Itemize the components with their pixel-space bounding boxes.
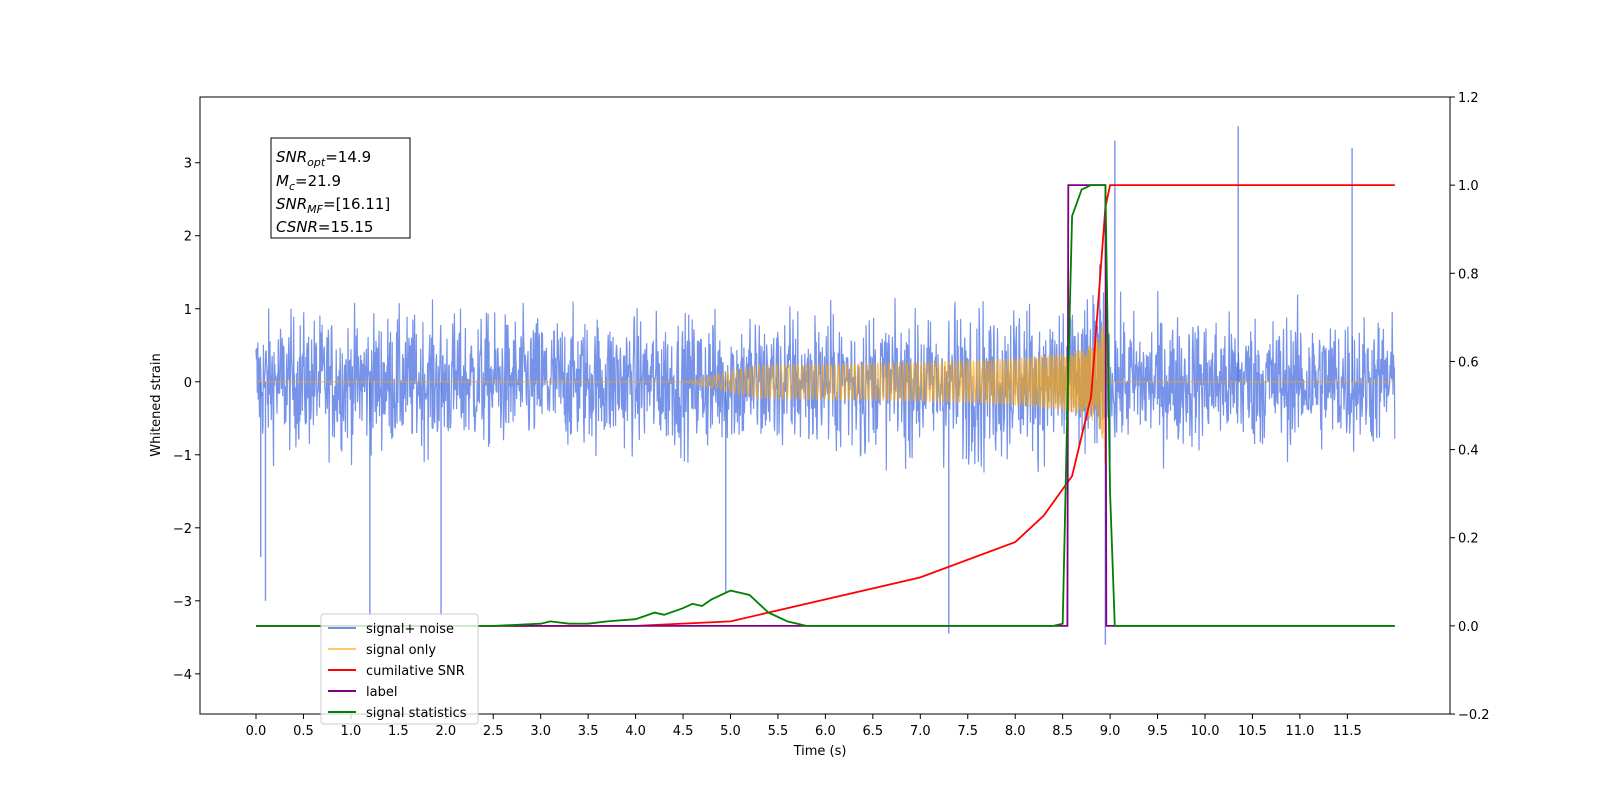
y-right-tick-label: 0.0 — [1458, 620, 1479, 635]
y-tick-label: 0 — [184, 376, 192, 391]
x-tick-label: 8.5 — [1052, 724, 1073, 739]
x-tick-label: 10.0 — [1191, 724, 1220, 739]
x-axis: 0.0 0.5 1.0 1.5 2.0 2.5 3.0 3.5 4.0 4.5 5.0 5.5 6.0 6… — [246, 714, 1362, 739]
x-tick-label: 2.5 — [483, 724, 504, 739]
x-tick-label: 4.5 — [673, 724, 694, 739]
legend-entry: cumilative SNR — [366, 664, 465, 679]
annotation-box: SNRopt=14.9 Mc=21.9 SNRMF=[16.11] CSNR=1… — [270, 137, 411, 239]
annotation-line-snr-mf: SNRMF=[16.11] — [276, 195, 390, 216]
annotation-line-mc: Mc=21.9 — [276, 172, 341, 193]
y-right-tick-label: 1.0 — [1458, 179, 1479, 194]
x-tick-label: 8.0 — [1005, 724, 1026, 739]
legend-entry: label — [366, 685, 397, 700]
y-axis-label: Whitened strain — [149, 353, 164, 456]
y-tick-label: −3 — [173, 595, 192, 610]
x-tick-label: 5.5 — [768, 724, 789, 739]
y-right-tick-label: 0.2 — [1458, 532, 1479, 547]
legend-entry: signal statistics — [366, 706, 467, 721]
legend: signal+ noise signal only cumilative SNR la… — [320, 613, 479, 725]
x-tick-label: 0.0 — [246, 724, 267, 739]
x-tick-label: 11.0 — [1285, 724, 1314, 739]
y-right-tick-label: 0.4 — [1458, 444, 1479, 459]
annotation-line-snr-opt: SNRopt=14.9 — [276, 148, 371, 169]
x-tick-label: 9.5 — [1147, 724, 1168, 739]
y-right-tick-label: 0.8 — [1458, 267, 1479, 282]
y-right-tick-label: 1.2 — [1458, 91, 1479, 106]
series-signal-statistics — [256, 184, 1395, 627]
x-tick-label: 3.5 — [578, 724, 599, 739]
y-right-tick-label: −0.2 — [1458, 708, 1490, 723]
x-tick-label: 1.0 — [341, 724, 362, 739]
y-axis-left: 3 2 1 0 −1 −2 −3 −4 — [173, 157, 200, 683]
x-tick-label: 6.0 — [815, 724, 836, 739]
x-axis-label: Time (s) — [793, 744, 847, 759]
x-tick-label: 7.5 — [957, 724, 978, 739]
annotation-line-csnr: CSNR=15.15 — [276, 218, 373, 236]
y-tick-label: 1 — [184, 303, 192, 318]
y-axis-right: 1.2 1.0 0.8 0.6 0.4 0.2 0.0 −0.2 — [1450, 91, 1490, 723]
signal-statistics-line — [256, 184, 1395, 627]
y-tick-label: −1 — [173, 449, 192, 464]
y-tick-label: 3 — [184, 157, 192, 172]
x-tick-label: 9.0 — [1100, 724, 1121, 739]
x-tick-label: 7.0 — [910, 724, 931, 739]
x-tick-label: 10.5 — [1238, 724, 1267, 739]
x-tick-label: 1.5 — [388, 724, 409, 739]
legend-entry: signal only — [366, 643, 436, 658]
x-tick-label: 5.0 — [720, 724, 741, 739]
y-tick-label: 2 — [184, 230, 192, 245]
x-tick-label: 2.0 — [435, 724, 456, 739]
x-tick-label: 4.0 — [625, 724, 646, 739]
y-tick-label: −4 — [173, 668, 192, 683]
y-tick-label: −2 — [173, 522, 192, 537]
legend-entry: signal+ noise — [366, 622, 454, 637]
x-tick-label: 0.5 — [293, 724, 314, 739]
x-tick-label: 3.0 — [530, 724, 551, 739]
x-tick-label: 11.5 — [1333, 724, 1362, 739]
signal-only-line — [256, 287, 1395, 465]
y-right-tick-label: 0.6 — [1458, 355, 1479, 370]
series-signal-only — [256, 287, 1395, 465]
x-tick-label: 6.5 — [863, 724, 884, 739]
